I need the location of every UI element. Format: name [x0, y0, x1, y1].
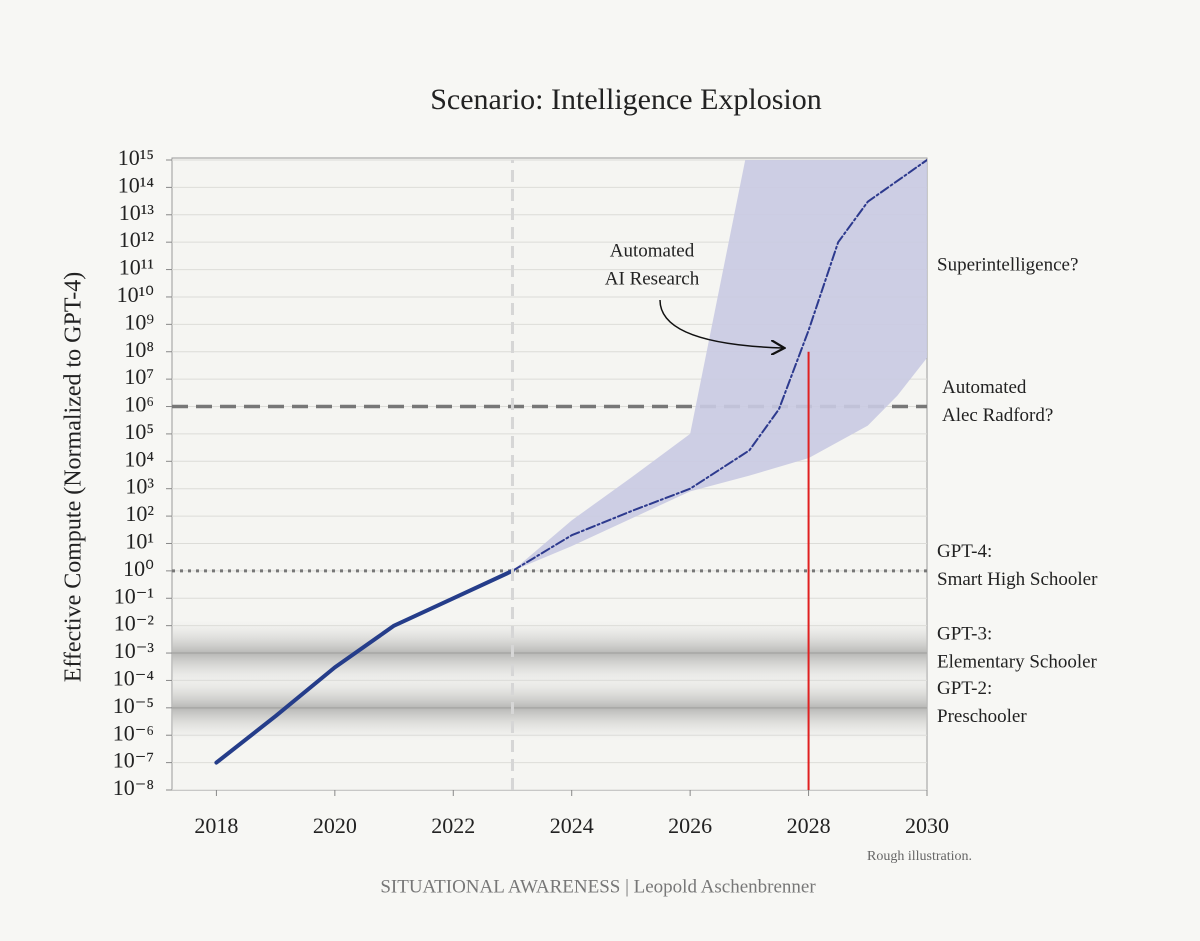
chart-title: Scenario: Intelligence Explosion [430, 83, 822, 116]
y-tick-label: 10¹⁴ [118, 172, 155, 197]
x-tick-label: 2026 [668, 813, 712, 838]
y-tick-label: 10⁻⁵ [113, 693, 154, 718]
y-tick-label: 10⁷ [124, 364, 154, 389]
reference-label: Alec Radford? [942, 405, 1053, 426]
y-tick-label: 10⁴ [124, 446, 154, 471]
x-tick-label: 2024 [550, 813, 594, 838]
y-tick-label: 10⁰ [123, 556, 154, 581]
x-tick-label: 2030 [905, 813, 949, 838]
y-tick-label: 10¹¹ [119, 255, 154, 280]
x-tick-label: 2022 [431, 813, 475, 838]
x-tick-label: 2018 [194, 813, 238, 838]
x-tick-label: 2028 [787, 813, 831, 838]
annotation-line: Superintelligence? [937, 254, 1078, 275]
y-tick-label: 10⁵ [124, 419, 154, 444]
y-tick-label: 10⁸ [124, 337, 154, 362]
y-tick-label: 10⁻⁷ [113, 748, 154, 773]
y-tick-label: 10⁻¹ [114, 583, 154, 608]
uncertainty-band [512, 160, 927, 571]
reference-label: GPT-4: [937, 541, 992, 562]
y-tick-label: 10² [125, 501, 154, 526]
y-tick-label: 10⁶ [124, 392, 154, 417]
y-tick-label: 10³ [125, 474, 154, 499]
annotation-line: AI Research [605, 268, 700, 289]
y-axis-label: Effective Compute (Normalized to GPT-4) [61, 272, 87, 683]
credit: SITUATIONAL AWARENESS | Leopold Aschenbr… [380, 876, 816, 897]
x-tick-label: 2020 [313, 813, 357, 838]
y-tick-label: 10⁻² [114, 611, 155, 636]
y-tick-label: 10⁹ [124, 309, 154, 334]
y-tick-label: 10¹⁰ [117, 282, 155, 307]
y-tick-label: 10¹⁵ [118, 145, 154, 170]
series-line [214, 568, 515, 765]
annotation-line: Automated [610, 240, 695, 261]
y-tick-label: 10⁻⁶ [113, 720, 154, 745]
series-line [511, 159, 927, 572]
y-tick-label: 10⁻⁸ [113, 775, 154, 800]
y-tick-label: 10¹² [119, 227, 155, 252]
reference-label: Automated [942, 377, 1027, 398]
y-tick-label: 10¹ [125, 529, 154, 554]
reference-label: GPT-3: [937, 623, 992, 644]
plot [172, 159, 927, 790]
reference-label: Smart High Schooler [937, 569, 1098, 590]
y-tick-label: 10⁻³ [114, 638, 155, 663]
note: Rough illustration. [867, 849, 972, 864]
annotation-arrow [659, 299, 783, 348]
reference-label: Preschooler [937, 706, 1027, 727]
y-tick-label: 10⁻⁴ [113, 665, 155, 690]
reference-label: Elementary Schooler [937, 651, 1098, 672]
y-tick-label: 10¹³ [119, 200, 155, 225]
reference-label: GPT-2: [937, 678, 992, 699]
